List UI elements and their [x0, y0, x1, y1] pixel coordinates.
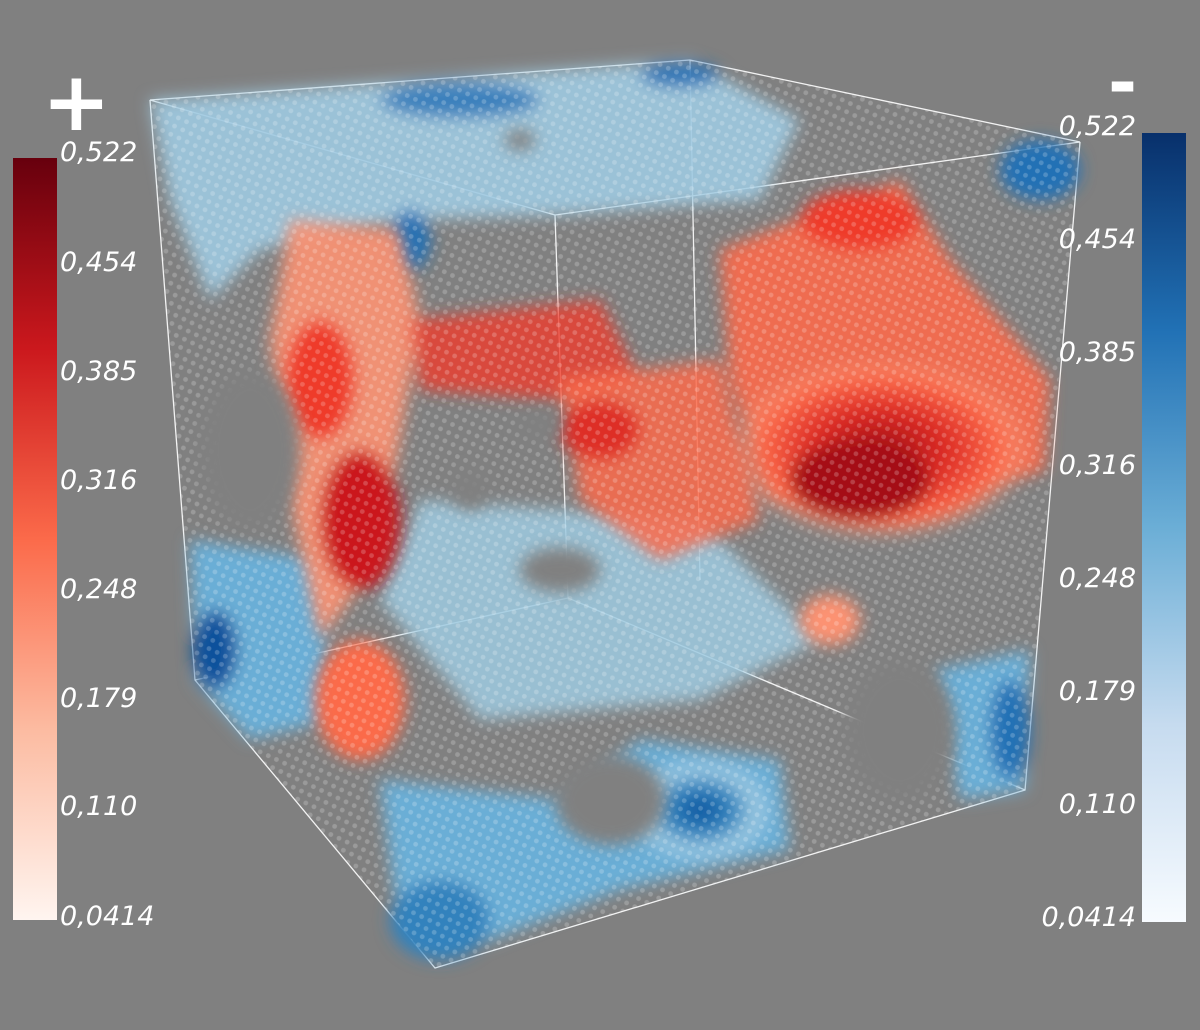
negative-tick-label: 0,248	[1058, 563, 1136, 594]
negative-colorbar	[1142, 133, 1186, 922]
positive-tick-label: 0,248	[60, 574, 138, 605]
negative-tick-label: 0,522	[1058, 111, 1136, 142]
positive-tick-label: 0,454	[60, 247, 138, 278]
positive-tick-label: 0,385	[60, 356, 138, 387]
positive-tick-label: 0,179	[60, 683, 138, 714]
positive-tick-label: 0,110	[60, 791, 138, 822]
negative-tick-label: 0,316	[1058, 450, 1136, 481]
negative-tick-label: 0,0414	[1041, 902, 1136, 933]
negative-sign: -	[1108, 42, 1138, 124]
positive-tick-label: 0,0414	[60, 901, 155, 932]
positive-tick-label: 0,522	[60, 137, 138, 168]
gap-regions	[200, 130, 955, 845]
negative-tick-label: 0,110	[1058, 789, 1136, 820]
negative-tick-label: 0,179	[1058, 676, 1136, 707]
negative-tick-label: 0,454	[1058, 224, 1136, 255]
negative-tick-label: 0,385	[1058, 337, 1136, 368]
positive-sign: +	[42, 55, 111, 150]
positive-tick-label: 0,316	[60, 465, 138, 496]
positive-colorbar	[13, 158, 57, 920]
